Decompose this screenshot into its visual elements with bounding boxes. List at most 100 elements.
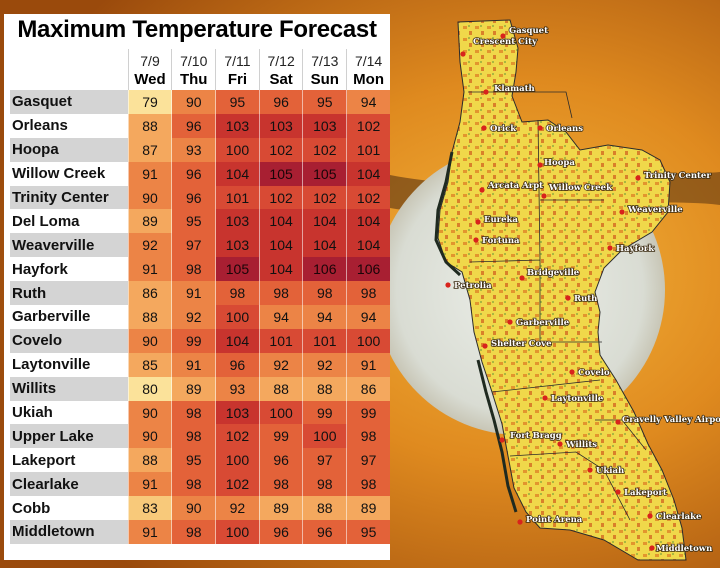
- place-label: Hayfork: [616, 244, 655, 254]
- chart-title: Maximum Temperature Forecast: [4, 16, 390, 44]
- temperature-cell: 100: [216, 138, 260, 162]
- place-label: Weaverville: [627, 205, 683, 215]
- temperature-cell: 104: [303, 233, 347, 257]
- temperature-cell: 104: [259, 257, 303, 281]
- place-marker: [499, 437, 504, 442]
- temperature-cell: 88: [259, 377, 303, 401]
- table-row: Del Loma 89 95 103 104 104 104: [10, 209, 390, 233]
- city-name: Del Loma: [10, 209, 128, 233]
- table-row: Cobb 83 90 92 89 88 89: [10, 496, 390, 520]
- place-label: Klamath: [494, 84, 535, 94]
- city-name: Middletown: [10, 520, 128, 544]
- temperature-cell: 101: [259, 329, 303, 353]
- temperature-cell: 104: [347, 209, 390, 233]
- temperature-cell: 102: [259, 186, 303, 210]
- temperature-cell: 90: [172, 90, 216, 114]
- temperature-cell: 83: [128, 496, 172, 520]
- place-marker: [557, 441, 562, 446]
- temperature-cell: 104: [347, 162, 390, 186]
- city-name: Ukiah: [10, 401, 128, 425]
- place-marker: [479, 187, 484, 192]
- place-label: Trinity Center: [644, 171, 711, 181]
- column-day: Wed: [129, 70, 172, 90]
- place-marker: [460, 51, 465, 56]
- temperature-cell: 91: [128, 472, 172, 496]
- table-row: Covelo 90 99 104 101 101 100: [10, 329, 390, 353]
- table-row: Laytonville 85 91 96 92 92 91: [10, 353, 390, 377]
- place-label: Garberville: [516, 318, 570, 328]
- temperature-cell: 92: [259, 353, 303, 377]
- temperature-cell: 91: [128, 162, 172, 186]
- place-marker: [615, 419, 620, 424]
- temperature-cell: 104: [259, 209, 303, 233]
- city-name: Covelo: [10, 329, 128, 353]
- place-marker: [647, 513, 652, 518]
- column-day: Sun: [303, 70, 346, 90]
- temperature-cell: 93: [216, 377, 260, 401]
- temperature-cell: 100: [216, 448, 260, 472]
- temperature-cell: 89: [172, 377, 216, 401]
- place-label: Middletown: [656, 544, 712, 554]
- place-label: Bridgeville: [527, 268, 580, 278]
- city-name: Cobb: [10, 496, 128, 520]
- temperature-cell: 101: [216, 186, 260, 210]
- temperature-cell: 104: [216, 329, 260, 353]
- column-date: 7/12: [260, 52, 303, 70]
- temperature-cell: 89: [347, 496, 390, 520]
- temperature-cell: 102: [259, 138, 303, 162]
- column-day: Sat: [260, 70, 303, 90]
- city-name: Trinity Center: [10, 186, 128, 210]
- temperature-cell: 99: [172, 329, 216, 353]
- temperature-cell: 96: [259, 448, 303, 472]
- table-row: Gasquet 79 90 95 96 95 94: [10, 90, 390, 114]
- place-marker: [635, 175, 640, 180]
- temperature-cell: 98: [172, 520, 216, 544]
- temperature-cell: 91: [172, 281, 216, 305]
- temperature-cell: 85: [128, 353, 172, 377]
- place-marker: [565, 295, 570, 300]
- place-label: Orick: [490, 124, 517, 134]
- temperature-cell: 80: [128, 377, 172, 401]
- temperature-cell: 96: [303, 520, 347, 544]
- forecast-table: 7/9 Wed 7/10 Thu 7/11 Fri 7/12 Sat 7/13 Sun 7/14 Mo…: [10, 49, 390, 544]
- city-name: Clearlake: [10, 472, 128, 496]
- place-label: Gravelly Valley Airport: [622, 415, 720, 425]
- temperature-cell: 87: [128, 138, 172, 162]
- temperature-cell: 105: [303, 162, 347, 186]
- temperature-cell: 96: [216, 353, 260, 377]
- temperature-cell: 98: [259, 281, 303, 305]
- temperature-cell: 86: [347, 377, 390, 401]
- place-marker: [537, 162, 542, 167]
- temperature-cell: 103: [216, 209, 260, 233]
- table-row: Ukiah 90 98 103 100 99 99: [10, 401, 390, 425]
- place-label: Clearlake: [656, 512, 702, 522]
- place-marker: [607, 245, 612, 250]
- place-marker: [517, 519, 522, 524]
- city-name: Upper Lake: [10, 424, 128, 448]
- temperature-cell: 98: [172, 401, 216, 425]
- temperature-cell: 103: [216, 233, 260, 257]
- temperature-cell: 95: [303, 90, 347, 114]
- place-label: Lakeport: [624, 488, 667, 498]
- place-marker: [483, 89, 488, 94]
- temperature-cell: 102: [303, 138, 347, 162]
- temperature-cell: 92: [128, 233, 172, 257]
- temperature-cell: 106: [303, 257, 347, 281]
- place-label: Willow Creek: [548, 183, 613, 193]
- column-date: 7/14: [347, 52, 390, 70]
- temperature-cell: 91: [128, 520, 172, 544]
- temperature-cell: 95: [347, 520, 390, 544]
- temperature-cell: 79: [128, 90, 172, 114]
- temperature-cell: 89: [128, 209, 172, 233]
- temperature-cell: 103: [303, 114, 347, 138]
- temperature-cell: 104: [216, 162, 260, 186]
- temperature-cell: 94: [259, 305, 303, 329]
- temperature-cell: 86: [128, 281, 172, 305]
- table-row: Willits 80 89 93 88 88 86: [10, 377, 390, 401]
- place-marker: [481, 125, 486, 130]
- temperature-cell: 96: [259, 520, 303, 544]
- place-marker: [507, 319, 512, 324]
- place-label: Fort Bragg: [510, 431, 562, 441]
- temperature-cell: 91: [172, 353, 216, 377]
- place-label: Crescent City: [473, 37, 538, 47]
